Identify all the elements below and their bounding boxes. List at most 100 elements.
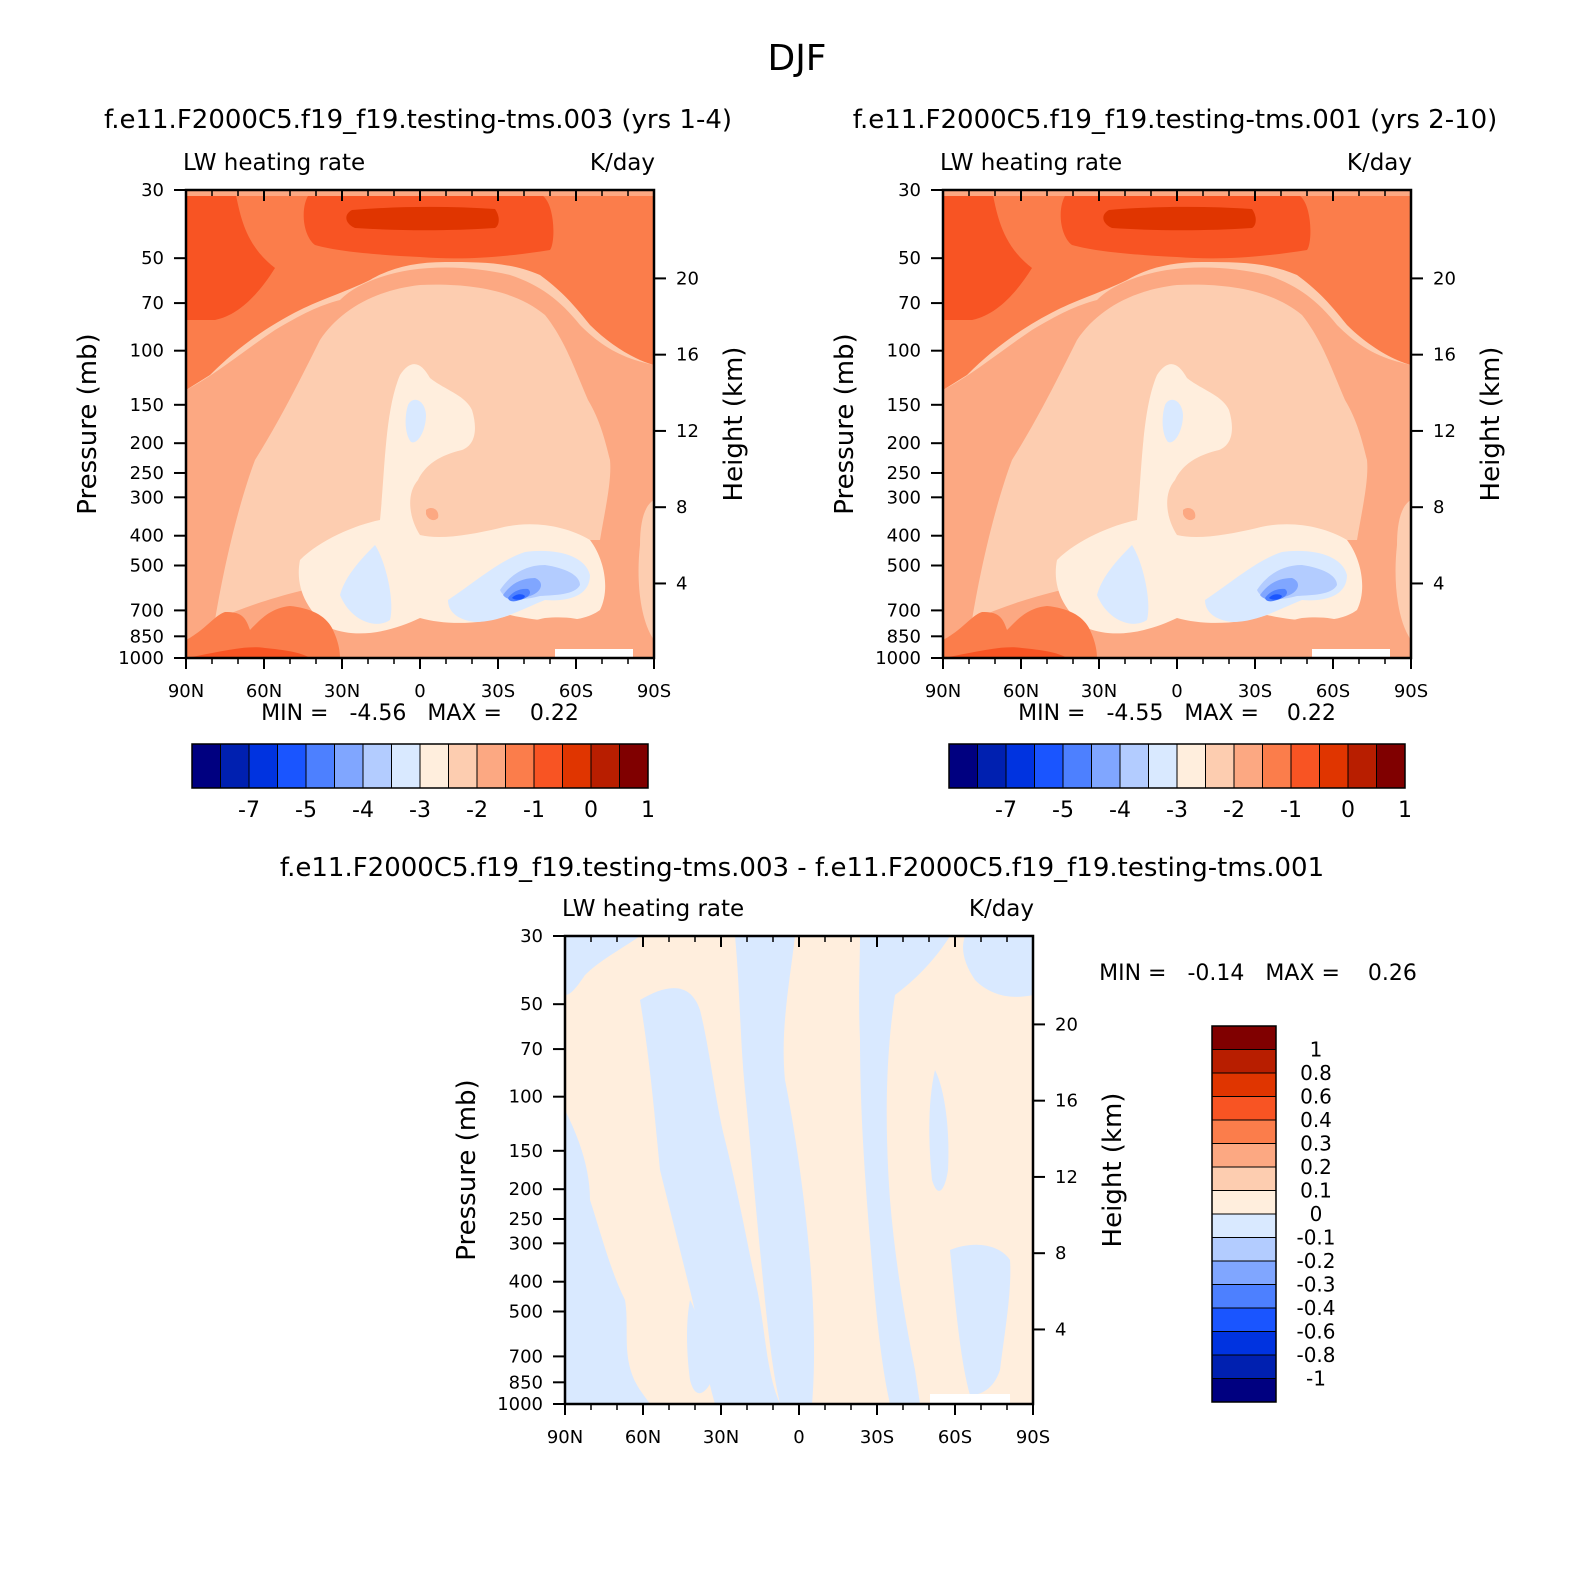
panel-1-axes: 90N 60N 30N 0 30S 60S 90S 30 50 70 100 150 200 250 300… xyxy=(73,180,749,702)
panel-3-right-string: K/day xyxy=(969,896,1034,922)
panel-3-left-string: LW heating rate xyxy=(562,896,744,922)
colorbar-label: -7 xyxy=(995,798,1017,823)
x-tick-label: 30S xyxy=(860,1427,894,1448)
colorbar-label: -4 xyxy=(352,798,374,823)
colorbar-swatch xyxy=(448,743,478,789)
y-tick-label: 250 xyxy=(887,463,921,484)
colorbar-swatch xyxy=(1211,1213,1277,1238)
y-tick-label: 70 xyxy=(898,293,921,314)
colorbar-label: -5 xyxy=(295,798,317,823)
panel-1-level-low-south xyxy=(505,617,622,658)
panel-1-level-low-north xyxy=(186,606,340,658)
panel-1-right-string: K/day xyxy=(590,150,655,176)
y-tick-label: 500 xyxy=(130,555,164,576)
panel-3-level-negative-2 xyxy=(640,988,780,1404)
x-tick-label: 60N xyxy=(625,1427,661,1448)
colorbar-swatch xyxy=(1091,743,1121,789)
y2-tick-label: 12 xyxy=(1433,421,1456,442)
colorbar-frame xyxy=(191,743,649,789)
panel-3-subtitle: f.e11.F2000C5.f19_f19.testing-tms.003 - … xyxy=(280,853,1324,883)
colorbar-swatch xyxy=(1119,743,1149,789)
y-tick-label: 300 xyxy=(509,1233,543,1254)
x-tick-label: 60S xyxy=(559,681,593,702)
y-tick-label: 300 xyxy=(130,487,164,508)
y2-tick-label: 20 xyxy=(1433,268,1456,289)
colorbar-label: -4 xyxy=(1109,798,1131,823)
colorbar-swatch xyxy=(590,743,620,789)
colorbar-label: -1 xyxy=(1306,1367,1326,1391)
y-tick-label: 400 xyxy=(509,1272,543,1293)
colorbar-swatch xyxy=(948,743,978,789)
colorbar-swatch xyxy=(334,743,364,789)
panel-3-level-negative-8 xyxy=(565,936,640,995)
colorbar-swatch xyxy=(1211,1096,1277,1121)
colorbar-swatch xyxy=(1233,743,1263,789)
panel-1-colorbar: -7 -5 -4 -3 -2 -1 0 1 xyxy=(191,743,655,823)
panel-2-level-upper-red xyxy=(943,190,1032,320)
x-tick-label: 60S xyxy=(1316,681,1350,702)
x-tick-label: 90N xyxy=(925,681,961,702)
y-axis-title: Pressure (mb) xyxy=(73,333,103,514)
colorbar-swatch xyxy=(1211,1378,1277,1403)
panel-1-subtitle: f.e11.F2000C5.f19_f19.testing-tms.003 (y… xyxy=(104,105,732,135)
panel-1: f.e11.F2000C5.f19_f19.testing-tms.003 (y… xyxy=(73,105,749,823)
colorbar-swatch xyxy=(1211,1354,1277,1379)
colorbar-swatch xyxy=(1211,1237,1277,1262)
colorbar-swatch xyxy=(277,743,307,789)
y-axis-title: Pressure (mb) xyxy=(830,333,860,514)
panel-2-level-minimum-core xyxy=(1269,594,1282,600)
y2-tick-label: 8 xyxy=(1433,497,1444,518)
colorbar-label: -2 xyxy=(466,798,488,823)
panel-3-level-negative-9 xyxy=(687,1300,712,1394)
y2-tick-label: 20 xyxy=(1055,1014,1078,1035)
colorbar-label: 0.1 xyxy=(1300,1179,1332,1203)
y-tick-label: 300 xyxy=(887,487,921,508)
y2-tick-label: 4 xyxy=(1433,573,1444,594)
panel-3-level-negative-1 xyxy=(565,1110,650,1404)
colorbar-swatch xyxy=(1211,1025,1277,1050)
x-tick-label: 30N xyxy=(324,681,360,702)
panel-3: f.e11.F2000C5.f19_f19.testing-tms.003 - … xyxy=(280,853,1417,1448)
panel-3-level-negative-4 xyxy=(859,936,950,1404)
colorbar-label: 0.2 xyxy=(1300,1155,1332,1179)
y2-tick-label: 12 xyxy=(1055,1167,1078,1188)
panel-1-level-low-hot xyxy=(186,647,310,658)
x-tick-label: 90S xyxy=(637,681,671,702)
y-tick-label: 400 xyxy=(887,526,921,547)
panel-2: f.e11.F2000C5.f19_f19.testing-tms.001 (y… xyxy=(830,105,1506,823)
panel-2-level-peak xyxy=(1103,206,1256,231)
colorbar-swatch xyxy=(1034,743,1064,789)
panel-2-level-negative-light xyxy=(1097,545,1149,624)
panel-2-contour-field xyxy=(943,190,1411,658)
colorbar-label: -7 xyxy=(238,798,260,823)
colorbar-swatch xyxy=(391,743,421,789)
y2-tick-label: 20 xyxy=(676,268,699,289)
y-tick-label: 200 xyxy=(130,433,164,454)
colorbar-label: 0 xyxy=(1310,1202,1323,1226)
y2-tick-label: 16 xyxy=(1433,345,1456,366)
colorbar-swatch xyxy=(1062,743,1092,789)
panel-3-axes: 90N 60N 30N 0 30S 60S 90S 30 50 70 100 150 200 250 300… xyxy=(452,926,1128,1448)
y2-axis-title: Height (km) xyxy=(1098,1093,1128,1248)
y-tick-label: 700 xyxy=(509,1346,543,1367)
colorbar-label: 0.6 xyxy=(1300,1085,1332,1109)
panel-2-stats: MIN = -4.55 MAX = 0.22 xyxy=(1018,701,1336,726)
colorbar-label: -0.2 xyxy=(1296,1249,1335,1273)
colorbar-swatch xyxy=(1005,743,1035,789)
panel-3-level-negative-7 xyxy=(963,936,1033,997)
y-tick-label: 30 xyxy=(141,180,164,201)
y2-axis-title: Height (km) xyxy=(719,347,749,502)
y-tick-label: 500 xyxy=(887,555,921,576)
y-tick-label: 50 xyxy=(898,248,921,269)
y2-tick-label: 4 xyxy=(1055,1319,1066,1340)
colorbar-label: 0.8 xyxy=(1300,1061,1332,1085)
colorbar-label: -1 xyxy=(523,798,545,823)
panel-3-level-negative-3 xyxy=(735,936,815,1404)
y-tick-label: 70 xyxy=(141,293,164,314)
panel-1-left-string: LW heating rate xyxy=(183,150,365,176)
panel-2-level-low-south xyxy=(1262,617,1379,658)
colorbar-label: -3 xyxy=(1166,798,1188,823)
colorbar-swatch xyxy=(1376,743,1406,789)
colorbar-swatch xyxy=(1347,743,1377,789)
colorbar-swatch xyxy=(1319,743,1349,789)
